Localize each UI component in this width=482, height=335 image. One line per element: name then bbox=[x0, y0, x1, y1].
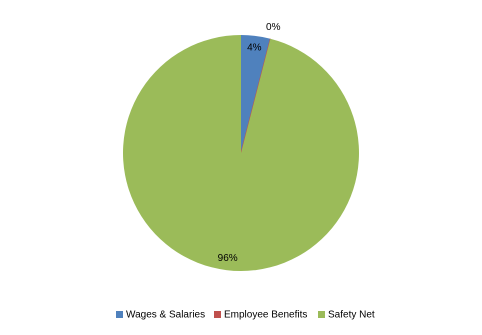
data-label: 96% bbox=[218, 253, 238, 264]
data-label: 4% bbox=[247, 42, 262, 53]
legend-swatch bbox=[318, 311, 325, 318]
data-label: 0% bbox=[266, 22, 281, 33]
legend-swatch bbox=[116, 311, 123, 318]
legend-label: Wages & Salaries bbox=[126, 310, 205, 321]
pie-slice bbox=[122, 35, 359, 271]
legend-swatch bbox=[214, 311, 221, 318]
legend-label: Employee Benefits bbox=[224, 310, 307, 321]
pie-slice bbox=[240, 38, 271, 154]
legend-label: Safety Net bbox=[328, 310, 375, 321]
